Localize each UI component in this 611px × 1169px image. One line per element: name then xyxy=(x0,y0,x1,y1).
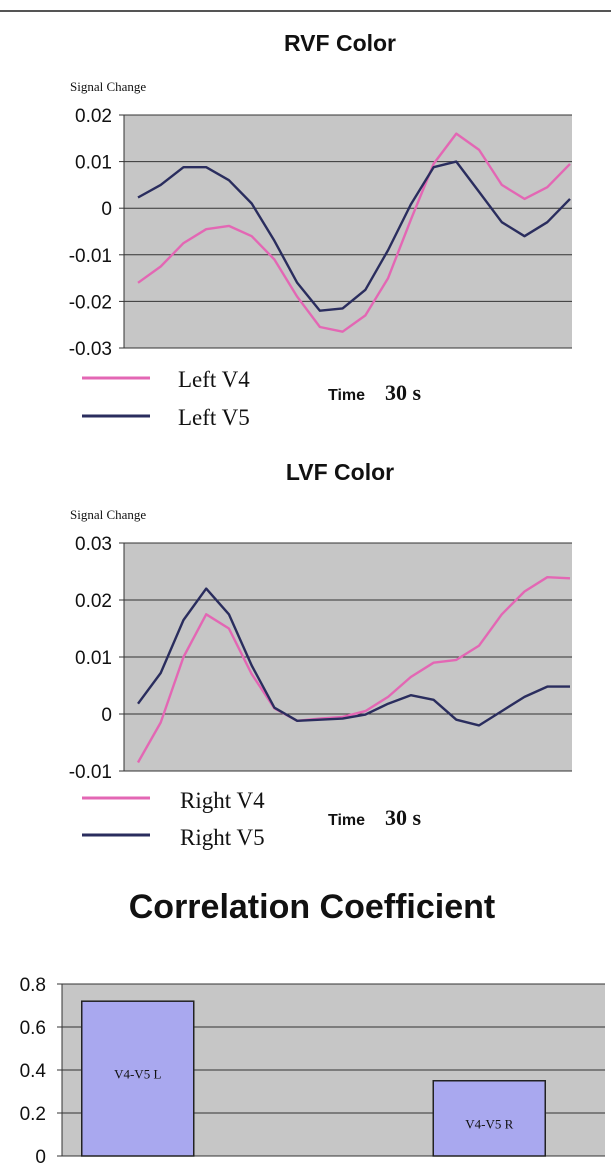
x-axis-time-label: Time xyxy=(328,812,365,829)
x-axis-time-label: Time xyxy=(328,387,365,404)
correlation-chart: Correlation Coefficient 0.8 0.6 0.4 0.2 0 V4… xyxy=(20,888,605,1168)
x-axis-duration-label: 30 s xyxy=(385,805,422,830)
y-tick-label: 0.03 xyxy=(75,534,112,555)
y-tick-label: 0 xyxy=(101,199,112,220)
y-tick-label: 0.4 xyxy=(20,1061,47,1082)
y-tick-label: -0.02 xyxy=(69,292,112,313)
lvf-chart: LVF Color Signal Change 0.03 0.02 0.01 0 -0.… xyxy=(69,459,572,850)
bar-label: V4-V5 L xyxy=(114,1067,161,1082)
y-tick-label: -0.01 xyxy=(69,246,112,267)
chart-title: LVF Color xyxy=(286,459,394,485)
plot-area xyxy=(124,115,572,348)
legend-label-right-v4: Right V4 xyxy=(180,788,265,813)
chart-title: RVF Color xyxy=(284,30,396,56)
y-tick-label: 0.02 xyxy=(75,591,112,612)
y-tick-label: 0.8 xyxy=(20,975,46,996)
y-axis-label: Signal Change xyxy=(70,79,146,94)
x-axis-duration-label: 30 s xyxy=(385,380,422,405)
bar-v4-v5-r xyxy=(432,1080,546,1157)
legend-label-left-v5: Left V5 xyxy=(178,405,250,430)
series-line-left-v4 xyxy=(137,132,571,333)
chart-title: Correlation Coefficient xyxy=(129,888,495,926)
y-tick-label: -0.03 xyxy=(69,339,112,360)
y-tick-label: 0.2 xyxy=(20,1104,46,1125)
series-line-right-v4 xyxy=(136,576,571,764)
y-axis-label: Signal Change xyxy=(70,507,146,522)
legend-label-right-v5: Right V5 xyxy=(180,825,265,850)
y-tick-label: 0.02 xyxy=(75,106,112,127)
y-tick-label: 0.01 xyxy=(75,153,112,174)
y-tick-label: 0.6 xyxy=(20,1018,46,1039)
series-line-right-v5 xyxy=(137,587,570,727)
top-rule xyxy=(0,10,611,12)
y-tick-label: 0.01 xyxy=(75,648,112,669)
bar-label: V4-V5 R xyxy=(465,1116,513,1131)
legend-label-left-v4: Left V4 xyxy=(178,367,250,392)
y-tick-label: 0 xyxy=(35,1147,46,1168)
y-tick-label: -0.01 xyxy=(69,762,112,783)
bar-v4-v5-l xyxy=(81,1000,195,1157)
rvf-chart: RVF Color Signal Change 0.02 0.01 0 -0.01 -0… xyxy=(69,30,572,430)
y-tick-label: 0 xyxy=(101,705,112,726)
series-line-left-v5 xyxy=(137,160,571,312)
